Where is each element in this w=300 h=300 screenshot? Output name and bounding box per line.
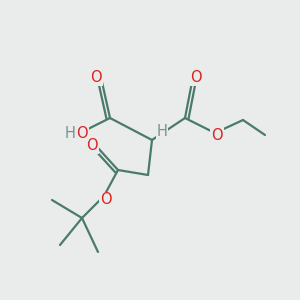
Text: O: O (100, 193, 112, 208)
Text: H: H (157, 124, 167, 140)
Text: O: O (211, 128, 223, 142)
Text: O: O (86, 139, 98, 154)
Text: O: O (76, 125, 88, 140)
Text: O: O (90, 70, 102, 86)
Text: H: H (64, 125, 75, 140)
Text: O: O (190, 70, 202, 86)
